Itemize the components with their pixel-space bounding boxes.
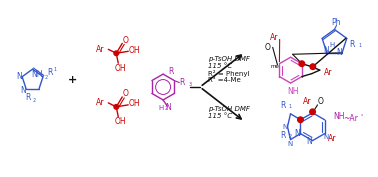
Text: N: N xyxy=(323,134,328,140)
Text: N: N xyxy=(307,137,313,146)
Text: N: N xyxy=(20,86,26,95)
Text: N: N xyxy=(165,103,171,112)
Circle shape xyxy=(310,64,316,69)
Text: ~Ar: ~Ar xyxy=(343,114,358,123)
Text: N: N xyxy=(16,72,22,81)
Text: R: R xyxy=(280,101,285,110)
Text: Ar: Ar xyxy=(96,45,105,54)
Text: 2: 2 xyxy=(288,134,292,139)
Text: 1: 1 xyxy=(53,67,57,72)
Text: R: R xyxy=(280,131,285,140)
Text: OH: OH xyxy=(129,46,140,55)
Text: Ph: Ph xyxy=(332,18,341,27)
Text: O: O xyxy=(122,36,128,45)
Text: H: H xyxy=(329,42,335,48)
Circle shape xyxy=(299,61,305,67)
Text: p-TsOH DMF: p-TsOH DMF xyxy=(208,56,250,62)
Text: me: me xyxy=(270,64,279,69)
Text: R: R xyxy=(180,78,185,87)
Text: O: O xyxy=(265,43,271,52)
Text: 2: 2 xyxy=(165,106,168,111)
Text: N: N xyxy=(287,141,292,147)
Text: N: N xyxy=(336,48,342,57)
Text: R³ =4-Me: R³ =4-Me xyxy=(208,77,241,83)
Text: Ar: Ar xyxy=(270,33,279,42)
Text: 115 °C: 115 °C xyxy=(208,63,232,69)
Text: 1: 1 xyxy=(288,104,292,109)
Text: p-TsOH DMF: p-TsOH DMF xyxy=(208,106,250,112)
Text: O: O xyxy=(318,97,324,106)
Text: N: N xyxy=(294,129,301,138)
Text: 2: 2 xyxy=(33,98,36,103)
Text: R: R xyxy=(25,93,31,102)
Text: OH: OH xyxy=(129,99,140,108)
Text: OH: OH xyxy=(115,64,126,73)
Text: N: N xyxy=(282,124,287,130)
Text: OH: OH xyxy=(115,117,126,126)
Text: R: R xyxy=(350,40,355,49)
Text: NH: NH xyxy=(333,112,344,121)
Text: +: + xyxy=(68,75,77,85)
Text: 3: 3 xyxy=(188,82,191,87)
Text: NH: NH xyxy=(287,87,298,96)
Text: N: N xyxy=(323,46,329,55)
Circle shape xyxy=(310,109,315,115)
Text: H: H xyxy=(158,105,164,111)
Text: NH: NH xyxy=(31,70,43,79)
Text: Ar: Ar xyxy=(96,98,105,107)
Circle shape xyxy=(114,105,119,109)
Text: R: R xyxy=(47,68,53,77)
Circle shape xyxy=(297,117,303,122)
Text: ': ' xyxy=(361,114,363,123)
Text: 2: 2 xyxy=(45,75,48,80)
Text: R² = Phenyl: R² = Phenyl xyxy=(208,70,249,77)
Text: Ar: Ar xyxy=(328,134,337,143)
Text: 115 °C: 115 °C xyxy=(208,113,232,119)
Text: 1: 1 xyxy=(358,43,361,48)
Text: R: R xyxy=(168,67,174,76)
Circle shape xyxy=(114,51,119,56)
Text: O: O xyxy=(122,89,128,98)
Text: Ar: Ar xyxy=(303,97,312,106)
Text: Ar: Ar xyxy=(324,68,332,77)
